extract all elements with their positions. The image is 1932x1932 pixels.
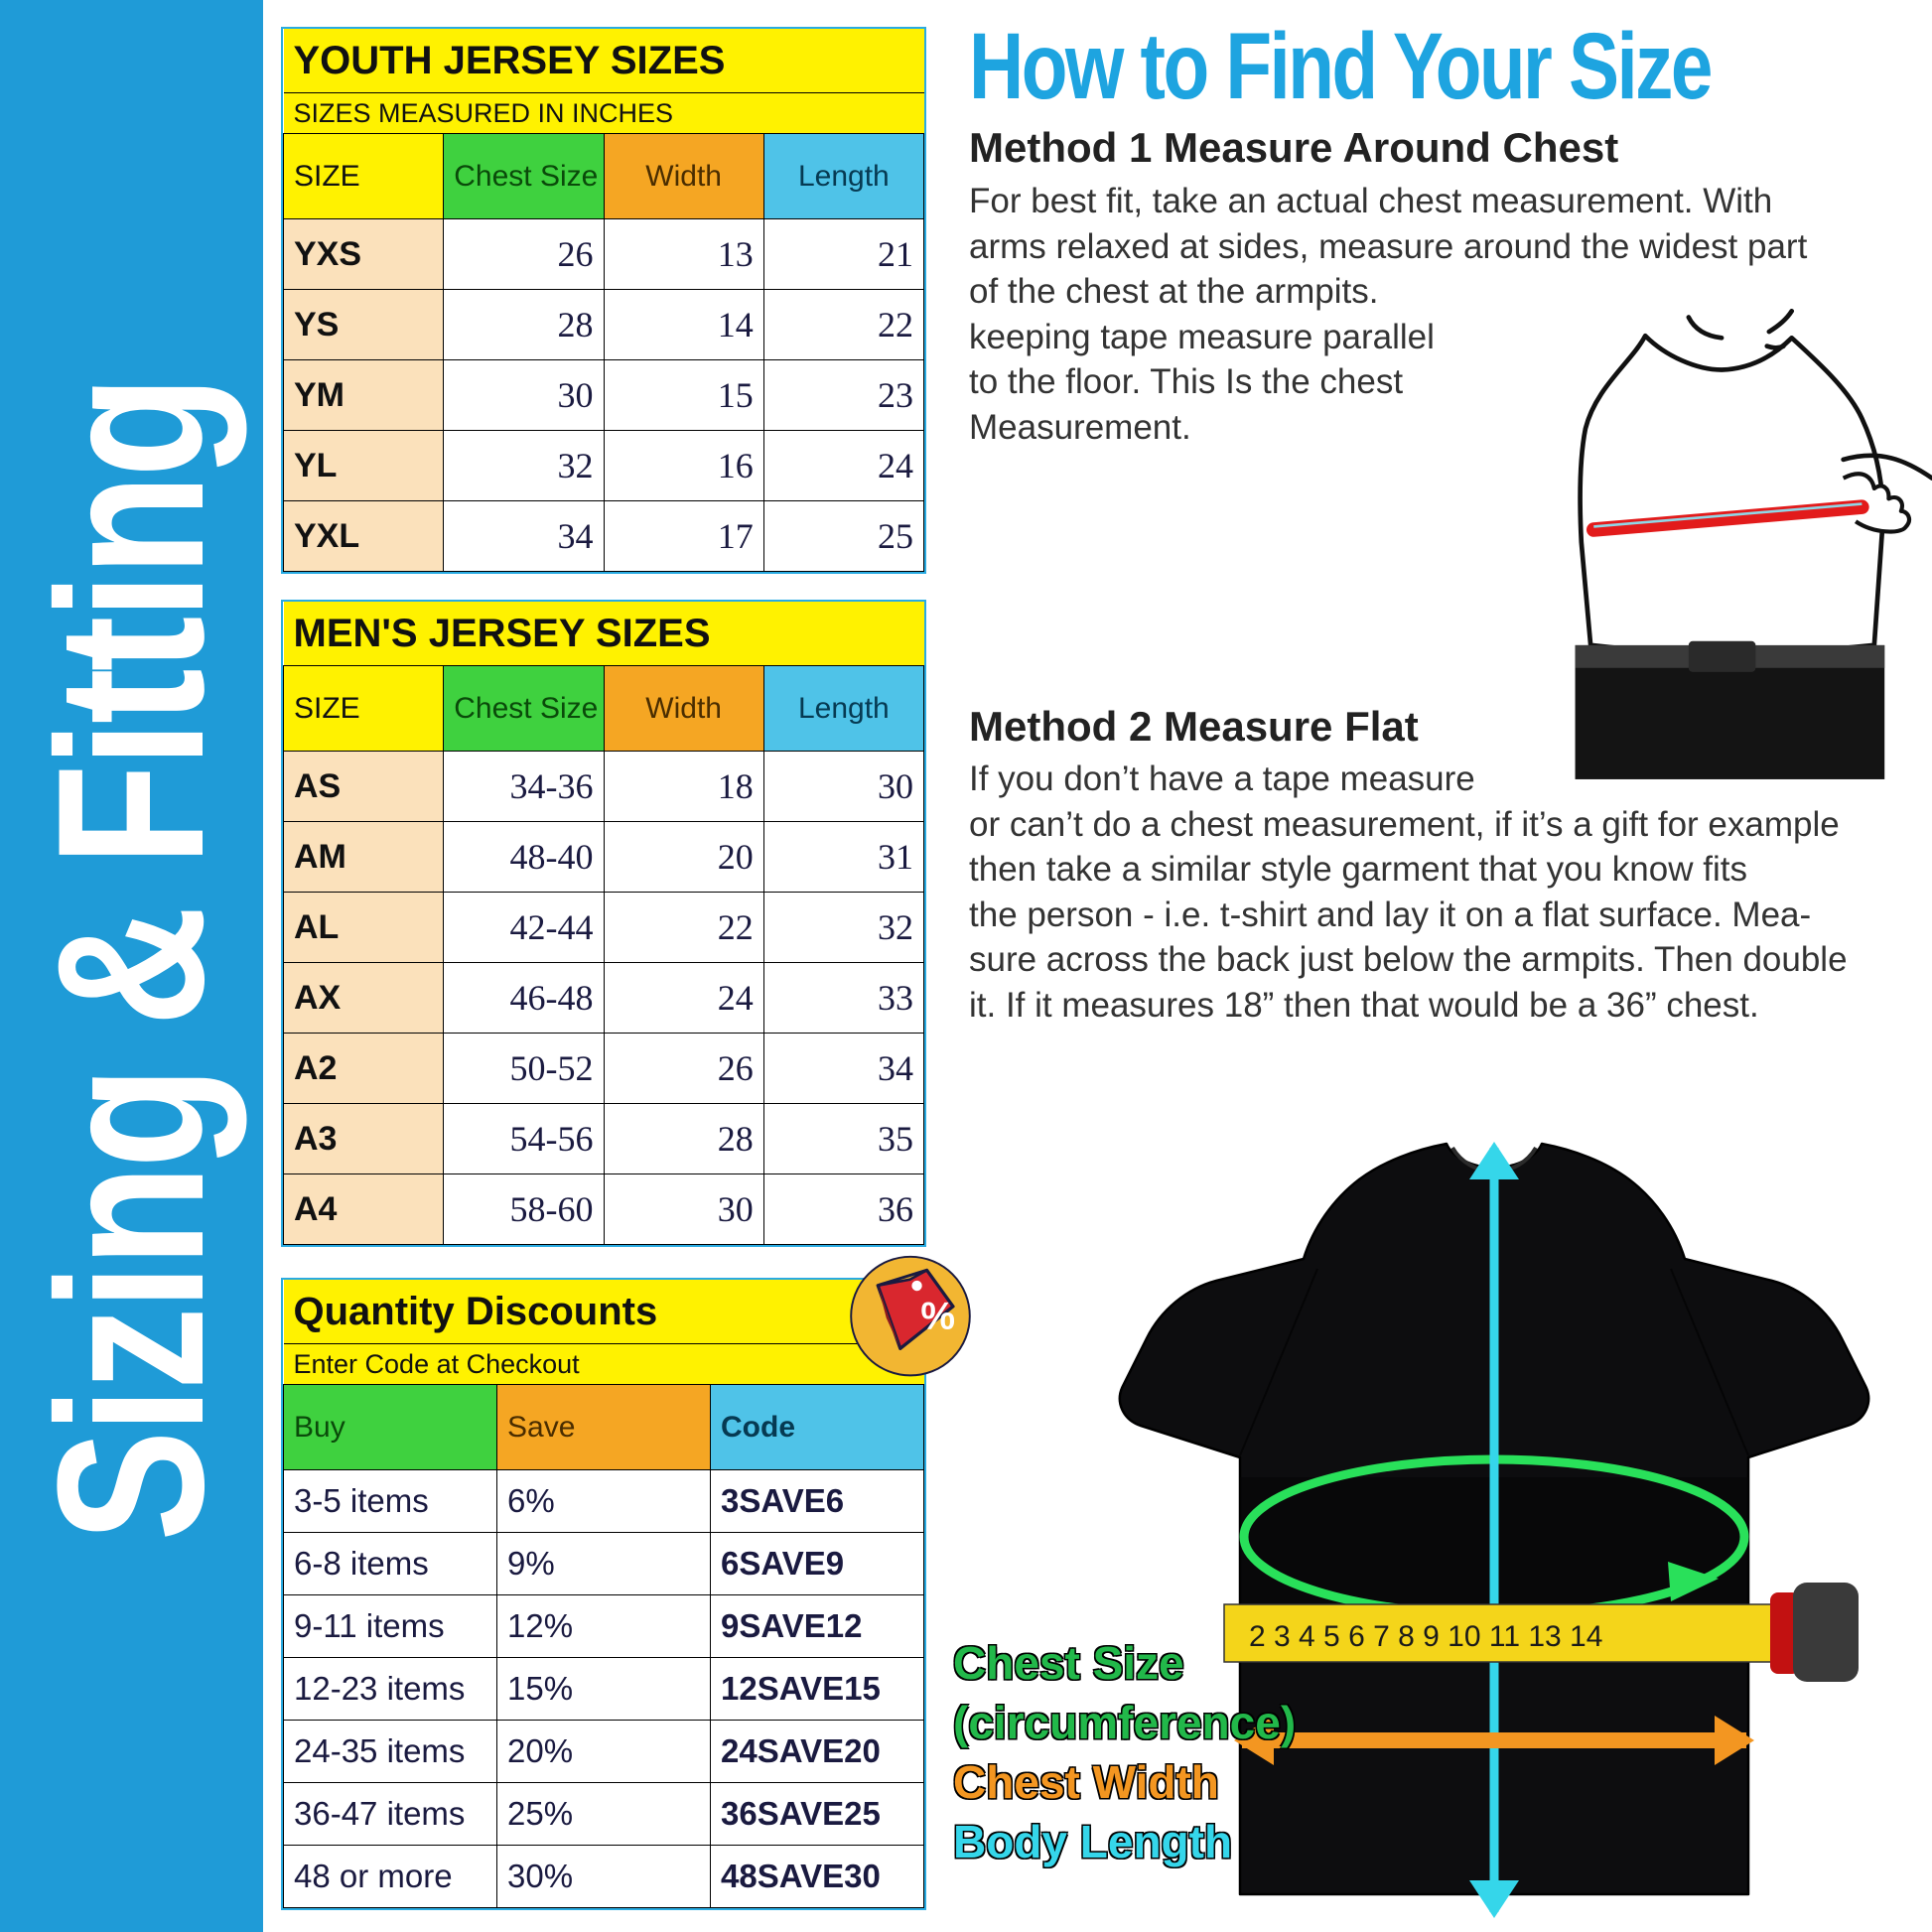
svg-text:%: % (920, 1296, 955, 1338)
svg-text:2 3 4 5 6 7 8 9: 2 3 4 5 6 7 8 9 10 11 13 14 (1249, 1620, 1602, 1653)
